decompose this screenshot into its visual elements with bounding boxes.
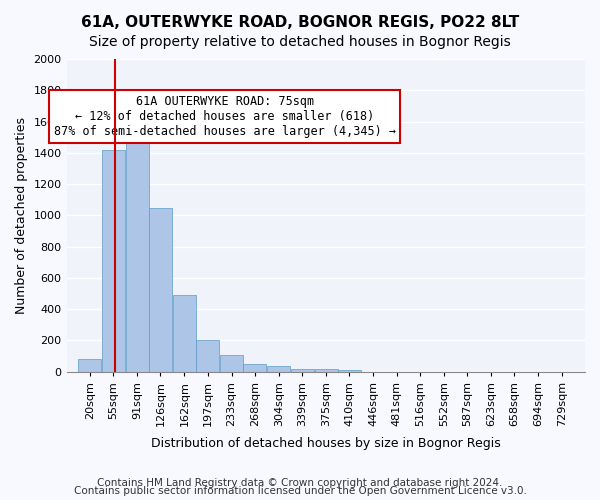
Text: Contains HM Land Registry data © Crown copyright and database right 2024.: Contains HM Land Registry data © Crown c… — [97, 478, 503, 488]
Bar — [338, 370, 361, 372]
Text: Size of property relative to detached houses in Bognor Regis: Size of property relative to detached ho… — [89, 35, 511, 49]
Bar — [244, 364, 266, 372]
Y-axis label: Number of detached properties: Number of detached properties — [15, 117, 28, 314]
Text: 61A OUTERWYKE ROAD: 75sqm
← 12% of detached houses are smaller (618)
87% of semi: 61A OUTERWYKE ROAD: 75sqm ← 12% of detac… — [53, 95, 395, 138]
Text: Contains public sector information licensed under the Open Government Licence v3: Contains public sector information licen… — [74, 486, 526, 496]
X-axis label: Distribution of detached houses by size in Bognor Regis: Distribution of detached houses by size … — [151, 437, 500, 450]
Bar — [220, 356, 243, 372]
Text: 61A, OUTERWYKE ROAD, BOGNOR REGIS, PO22 8LT: 61A, OUTERWYKE ROAD, BOGNOR REGIS, PO22 … — [81, 15, 519, 30]
Bar — [79, 359, 101, 372]
Bar — [102, 150, 125, 372]
Bar — [291, 368, 314, 372]
Bar — [196, 340, 219, 372]
Bar — [125, 122, 149, 372]
Bar — [149, 208, 172, 372]
Bar — [268, 366, 290, 372]
Bar — [314, 369, 338, 372]
Bar — [173, 295, 196, 372]
